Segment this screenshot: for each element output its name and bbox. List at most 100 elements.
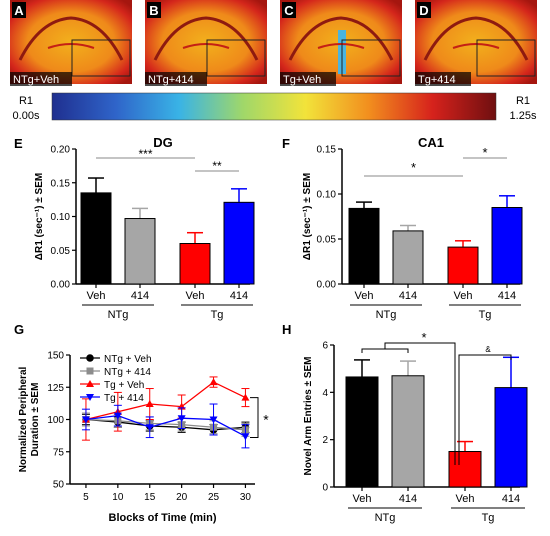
y-axis-label-line2: Duration ± SEM xyxy=(30,383,41,457)
brain-image xyxy=(145,0,267,84)
data-point xyxy=(86,394,94,401)
x-tick-label: Veh xyxy=(87,290,106,302)
x-axis-label: Blocks of Time (min) xyxy=(109,512,217,524)
colorbar-min-label: 0.00s xyxy=(13,110,40,122)
roi-box xyxy=(71,39,131,77)
legend-label: NTg + 414 xyxy=(104,367,151,378)
legend-label: NTg + Veh xyxy=(104,354,152,365)
roi-box xyxy=(206,39,266,77)
significance-bracket xyxy=(250,397,259,439)
y-tick-label: 0.00 xyxy=(317,280,337,291)
y-tick-label: 125 xyxy=(47,383,64,394)
panel-label: NTg+Veh xyxy=(13,74,59,86)
y-tick-label: 0 xyxy=(322,483,328,494)
group-label: NTg xyxy=(376,309,397,321)
brain-image xyxy=(10,0,132,84)
x-tick-label: 20 xyxy=(176,492,188,503)
bar xyxy=(491,207,523,285)
series-line xyxy=(85,381,246,421)
panel-letter: A xyxy=(14,3,24,18)
data-point xyxy=(241,393,250,401)
x-tick-label: 25 xyxy=(208,492,220,503)
y-axis-label: ΔR1 (sec⁻¹) ± SEM xyxy=(302,173,313,260)
x-tick-label: 414 xyxy=(399,290,417,302)
series-line xyxy=(85,418,246,431)
data-point xyxy=(113,412,122,420)
y-tick-label: 4 xyxy=(322,388,328,399)
panel-label: Tg+Veh xyxy=(283,74,321,86)
chart-title: CA1 xyxy=(418,135,444,150)
chart-dg: 0.00 0.05 0.10 0.15 0.20 ΔR1 (sec⁻¹) ± SEM DG V… xyxy=(34,135,255,321)
brain-panels: A NTg+Veh B NTg+414 C Tg+Veh xyxy=(10,0,537,86)
data-point xyxy=(81,416,90,424)
panel-letter-f: F xyxy=(282,136,290,151)
data-point xyxy=(86,380,94,387)
data-point xyxy=(241,433,250,441)
x-tick-label: Veh xyxy=(186,290,205,302)
bar xyxy=(448,451,482,488)
y-axis-label: ΔR1 (sec⁻¹) ± SEM xyxy=(34,173,45,260)
y-tick-label: 0.20 xyxy=(51,145,71,156)
x-tick-label: 5 xyxy=(83,492,89,503)
x-tick-label: 15 xyxy=(144,492,156,503)
panel-letter: D xyxy=(419,3,428,18)
chart-peripheral-duration: 50 75 100 125 150 5 10 15 20 25 30 Blocks of Time (… xyxy=(18,351,269,525)
colorbar-max-label: 1.25s xyxy=(510,110,537,122)
bar xyxy=(80,192,112,285)
brain-panel-b: B NTg+414 xyxy=(145,0,267,86)
x-tick-label: 414 xyxy=(230,290,248,302)
bar xyxy=(345,376,379,488)
x-tick-label: Veh xyxy=(353,493,372,505)
group-label: Tg xyxy=(482,512,495,524)
y-tick-label: 2 xyxy=(322,435,328,446)
significance-marker: * xyxy=(482,145,487,160)
bar xyxy=(179,243,211,285)
significance-marker: *** xyxy=(138,147,152,161)
group-label: NTg xyxy=(375,512,396,524)
y-axis-label: Novel Arm Entries ± SEM xyxy=(303,356,314,475)
chart-ca1: 0.00 0.05 0.10 0.15 ΔR1 (sec⁻¹) ± SEM CA1 Veh 4… xyxy=(302,135,523,321)
data-point xyxy=(86,367,94,375)
bar xyxy=(392,230,424,285)
panel-letter: C xyxy=(284,3,294,18)
y-tick-label: 0.05 xyxy=(317,235,337,246)
y-tick-label: 0.00 xyxy=(51,280,71,291)
data-point xyxy=(209,416,218,424)
x-tick-label: Veh xyxy=(355,290,374,302)
legend-label: Tg + 414 xyxy=(104,393,144,404)
roi-box xyxy=(476,39,536,77)
series-line xyxy=(85,414,246,437)
y-tick-label: 0.10 xyxy=(51,212,71,223)
data-point xyxy=(86,354,94,362)
data-point xyxy=(209,378,218,386)
bar xyxy=(124,218,156,285)
x-tick-label: 414 xyxy=(502,493,520,505)
brain-panel-d: D Tg+414 xyxy=(415,0,537,86)
colorbar-gradient xyxy=(51,92,497,121)
x-tick-label: 414 xyxy=(131,290,149,302)
colorbar: R1 0.00s R1 1.25s xyxy=(13,92,537,122)
x-tick-label: 414 xyxy=(399,493,417,505)
y-tick-label: 6 xyxy=(322,341,328,352)
significance-bracket xyxy=(458,354,512,465)
bar xyxy=(223,201,255,285)
group-label: Tg xyxy=(479,309,492,321)
data-point xyxy=(145,424,154,432)
series-line xyxy=(85,418,246,431)
panel-letter-e: E xyxy=(14,136,23,151)
panel-label: NTg+414 xyxy=(148,74,194,86)
y-tick-label: 100 xyxy=(47,415,64,426)
group-label: Tg xyxy=(211,309,224,321)
significance-marker: * xyxy=(411,160,416,175)
chart-title: DG xyxy=(153,135,173,150)
colorbar-name-left: R1 xyxy=(19,95,33,107)
panel-letter-g: G xyxy=(14,322,24,337)
bar xyxy=(447,246,479,285)
x-tick-label: 414 xyxy=(498,290,516,302)
y-tick-label: 0.10 xyxy=(317,190,337,201)
group-label: NTg xyxy=(108,309,129,321)
y-tick-label: 0.15 xyxy=(51,178,71,189)
y-tick-label: 50 xyxy=(53,480,65,491)
